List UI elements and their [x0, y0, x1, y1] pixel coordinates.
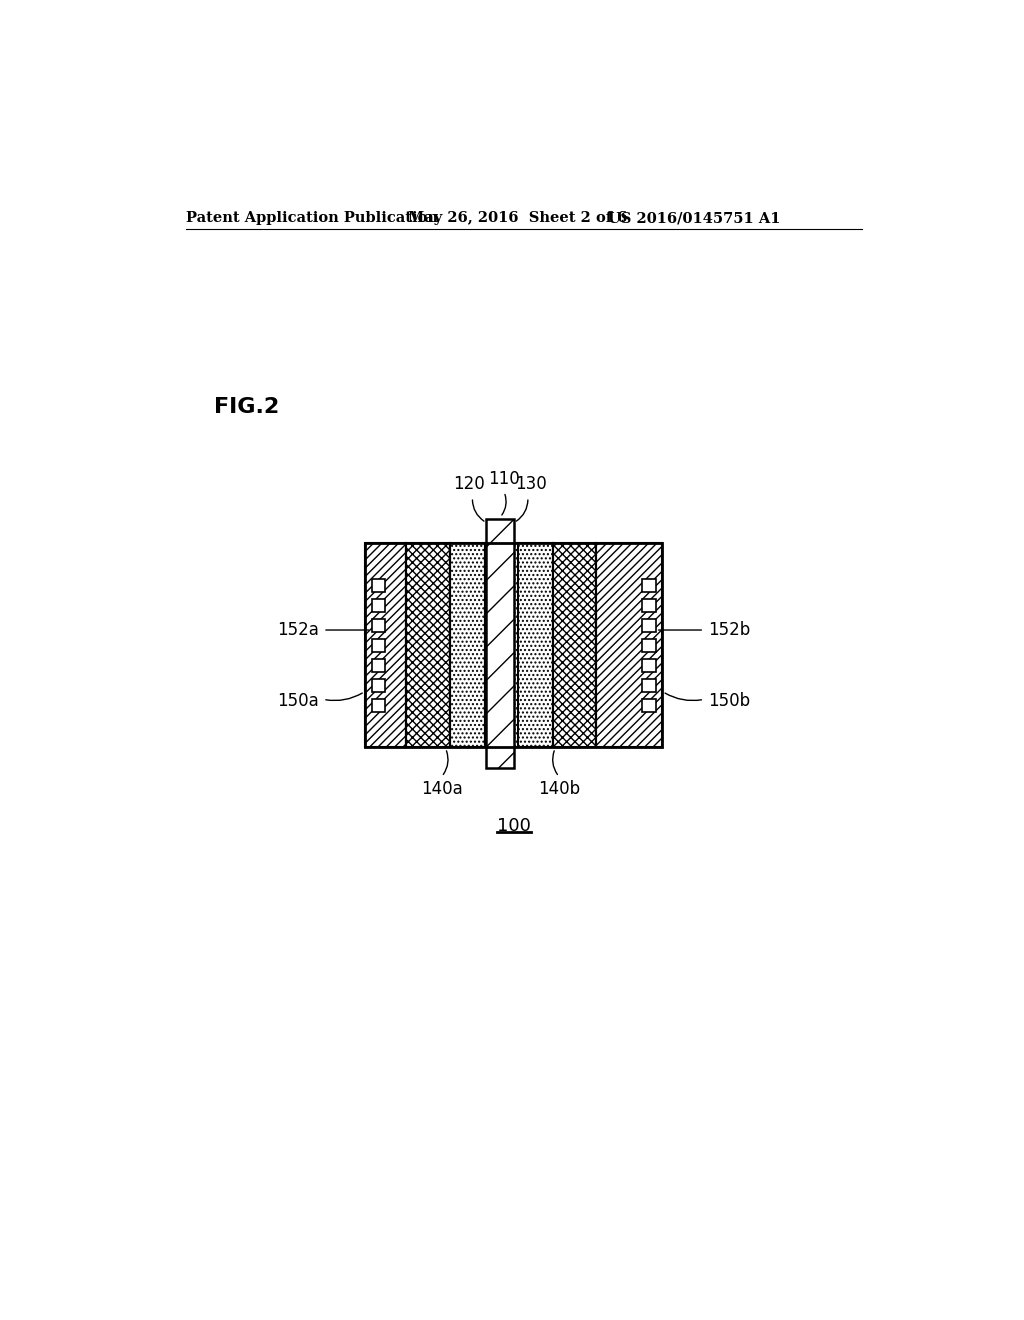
Bar	[642, 659, 655, 672]
Text: 120: 120	[454, 475, 485, 494]
Bar	[642, 639, 655, 652]
Text: Patent Application Publication: Patent Application Publication	[186, 211, 438, 226]
Text: 150b: 150b	[708, 692, 751, 710]
Text: 140b: 140b	[538, 780, 581, 797]
Text: FIG.2: FIG.2	[214, 397, 279, 417]
Bar	[596, 544, 662, 747]
Bar	[514, 544, 553, 747]
Bar	[372, 599, 385, 611]
Bar	[642, 619, 655, 631]
Bar	[372, 579, 385, 591]
Text: 140a: 140a	[421, 780, 463, 797]
Text: 100: 100	[497, 817, 530, 834]
Text: 110: 110	[488, 470, 520, 488]
Text: US 2016/0145751 A1: US 2016/0145751 A1	[608, 211, 780, 226]
Bar	[372, 680, 385, 692]
Bar	[642, 700, 655, 711]
Bar	[366, 544, 407, 747]
Bar	[642, 680, 655, 692]
Bar	[372, 619, 385, 631]
Bar	[372, 659, 385, 672]
Text: 152b: 152b	[708, 620, 751, 639]
Bar	[372, 700, 385, 711]
Bar	[486, 519, 514, 768]
Bar	[366, 544, 662, 747]
Bar	[451, 544, 484, 747]
Bar	[553, 544, 596, 747]
Text: May 26, 2016  Sheet 2 of 6: May 26, 2016 Sheet 2 of 6	[408, 211, 627, 226]
Bar	[372, 639, 385, 652]
Bar	[642, 599, 655, 611]
Bar	[642, 579, 655, 591]
Text: 150a: 150a	[278, 692, 319, 710]
Text: 130: 130	[515, 475, 547, 494]
Text: 152a: 152a	[278, 620, 319, 639]
Bar	[407, 544, 451, 747]
